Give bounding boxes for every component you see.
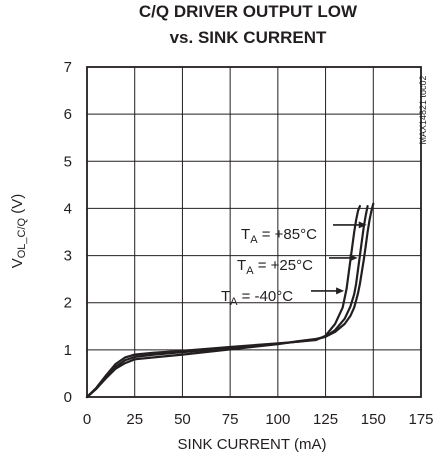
annotation-arrowhead [358,221,367,229]
series-line-0 [85,202,375,399]
chart-title-line-1: C/Q DRIVER OUTPUT LOW [139,2,358,21]
y-axis-ticks: 0 1 2 3 4 5 6 7 [64,59,72,406]
x-axis-ticks: 0 25 50 75 100 125 150 175 [83,411,433,428]
series-annotation-1: TA = +25°C [237,254,358,277]
series-annotation-label: TA = +25°C [237,257,313,277]
y-tick-label: 3 [64,248,72,265]
y-axis-label-unit: (V) [9,194,26,218]
x-tick-label: 175 [408,411,433,428]
y-tick-label: 1 [64,342,72,359]
y-tick-label: 5 [64,153,72,170]
x-tick-label: 0 [83,411,91,428]
y-tick-label: 0 [64,389,72,406]
y-axis-label: VOL_C/Q (V) [9,194,28,269]
x-tick-label: 25 [126,411,143,428]
annotation-sub: A [250,234,258,246]
annotation-rest: = -40°C [237,288,293,305]
annotation-arrowhead [336,287,345,295]
annotations: TA = +85°CTA = +25°CTA = -40°C [221,221,367,308]
x-tick-label: 125 [313,411,338,428]
y-tick-label: 4 [64,200,72,217]
x-axis-label: SINK CURRENT (mA) [178,436,327,453]
x-tick-label: 100 [265,411,290,428]
series-annotation-2: TA = -40°C [221,287,345,308]
y-tick-label: 2 [64,295,72,312]
x-tick-label: 50 [174,411,191,428]
annotation-arrowhead [349,254,358,262]
y-tick-label: 6 [64,106,72,123]
annotation-sub: A [246,265,254,277]
series-line-2 [85,205,361,399]
x-tick-label: 75 [222,411,239,428]
figure-code: MAX14821 toc02 [418,75,428,144]
annotation-rest: = +85°C [258,226,318,243]
grid [87,67,421,397]
y-tick-label: 7 [64,59,72,76]
annotation-rest: = +25°C [254,257,314,274]
series-annotation-label: TA = +85°C [241,226,317,246]
annotation-main: T [221,288,230,305]
annotation-sub: A [230,296,238,308]
x-tick-label: 150 [361,411,386,428]
chart-title-line-2: vs. SINK CURRENT [170,28,327,47]
series-annotation-0: TA = +85°C [241,221,367,246]
plot-frame [86,66,422,398]
curves [85,202,375,399]
y-axis-label-main: V [9,258,26,268]
y-axis-label-sub: OL_C/Q [16,217,28,258]
series-annotation-label: TA = -40°C [221,288,293,308]
annotation-main: T [241,226,250,243]
annotation-main: T [237,257,246,274]
